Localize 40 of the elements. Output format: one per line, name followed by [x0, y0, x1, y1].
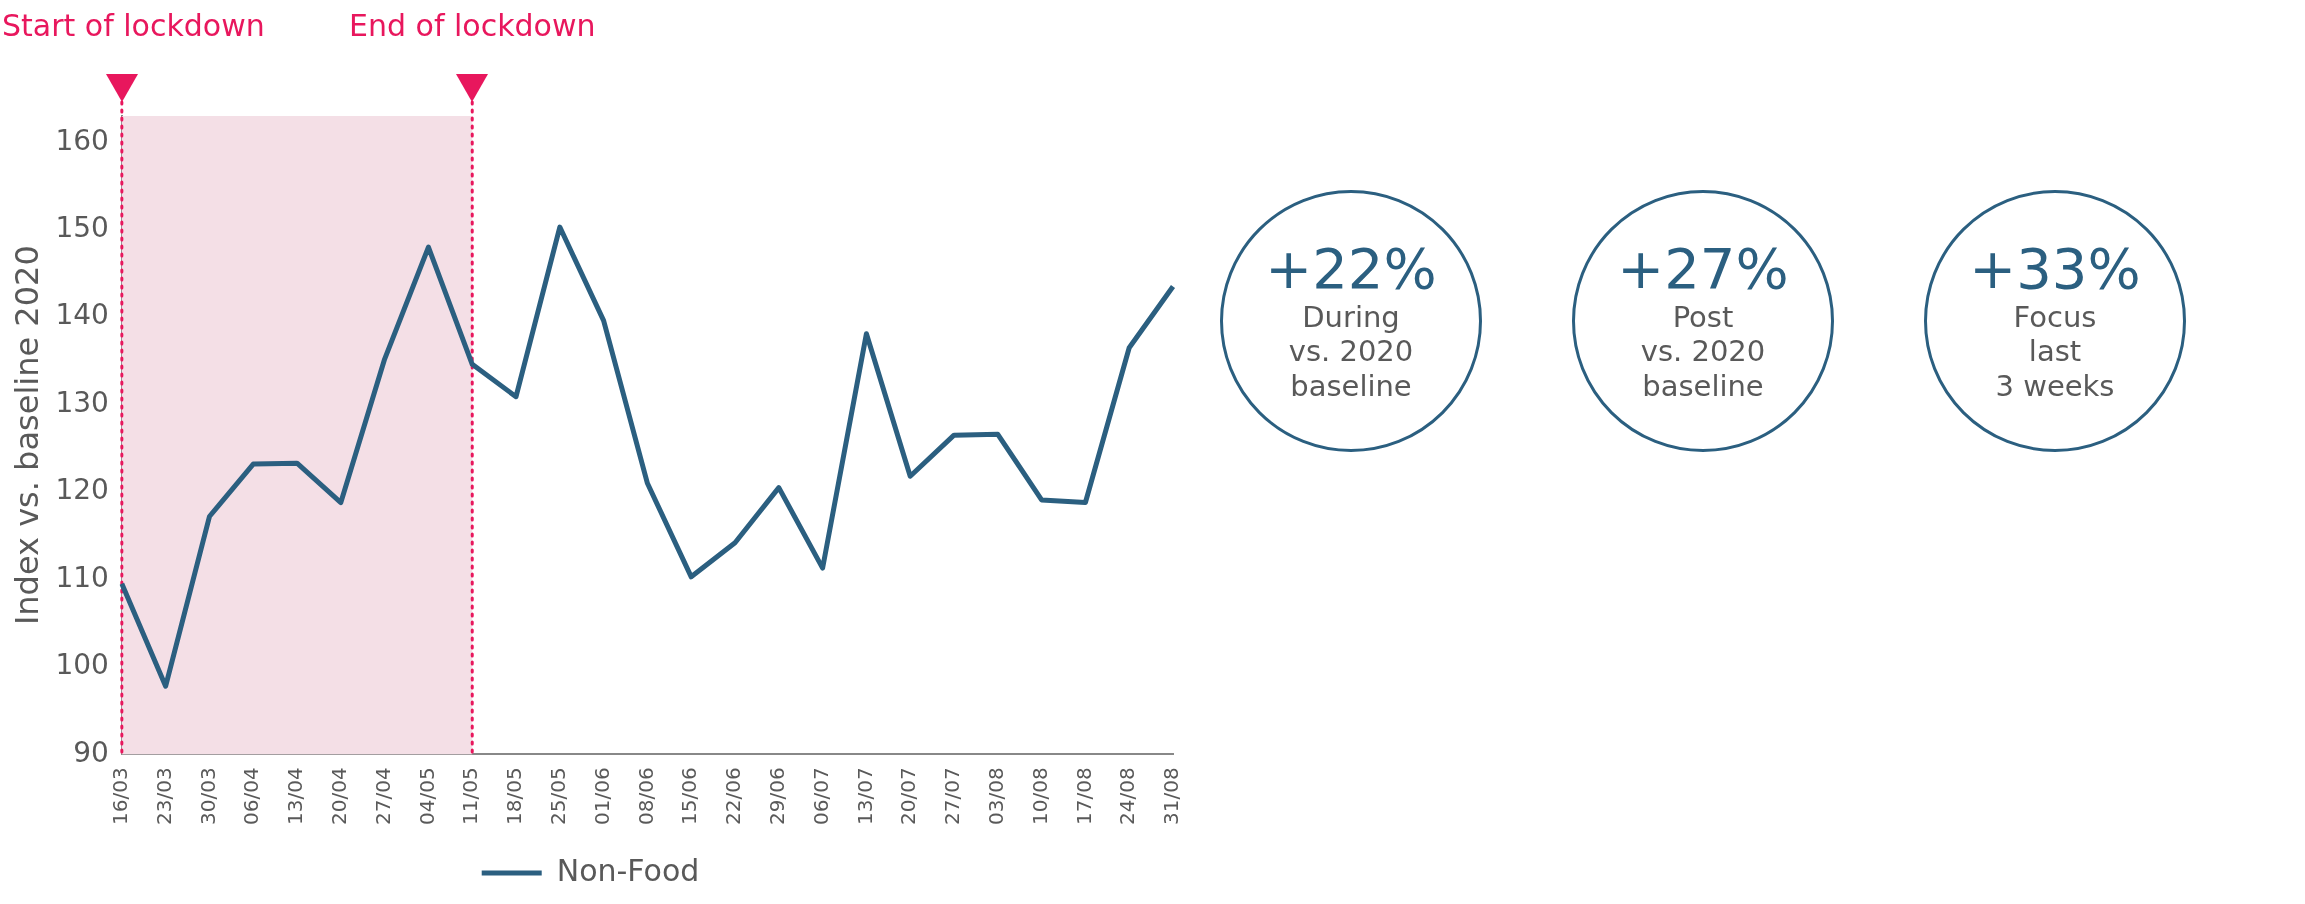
y-tick-label: 100 [55, 648, 109, 682]
x-tick-label: 16/03 [108, 767, 133, 825]
ref-line-label: Start of lockdown [2, 8, 265, 43]
x-tick-label: 27/07 [940, 767, 965, 825]
x-tick-label: 01/06 [589, 767, 614, 825]
x-tick-label: 25/05 [546, 767, 571, 825]
y-tick-label: 120 [55, 473, 109, 507]
y-tick-label: 130 [55, 385, 109, 419]
x-tick-label: 15/06 [677, 767, 702, 825]
x-tick-label: 30/03 [195, 767, 220, 825]
x-tick-label: 23/03 [151, 767, 176, 825]
y-tick-label: 150 [55, 210, 109, 244]
x-tick-label: 13/07 [852, 767, 877, 825]
x-tick-label: 03/08 [984, 767, 1009, 825]
y-axis-title: Index vs. baseline 2020 [7, 245, 46, 626]
circle-frame: +22% During vs. 2020 baseline [1220, 190, 1482, 452]
circle-frame: +27% Post vs. 2020 baseline [1572, 190, 1834, 452]
x-tick-label: 10/08 [1027, 767, 1052, 825]
x-tick-label: 20/07 [896, 767, 921, 825]
circle-frame: +33% Focus last 3 weeks [1924, 190, 2186, 452]
x-tick-label: 22/06 [721, 767, 746, 825]
x-tick-label: 20/04 [327, 767, 352, 825]
y-tick-label: 160 [55, 123, 109, 157]
x-tick-label: 17/08 [1071, 767, 1096, 825]
x-tick-label: 13/04 [283, 767, 308, 825]
ref-line-label: End of lockdown [348, 8, 596, 43]
y-tick-label: 110 [55, 560, 109, 594]
x-tick-label: 11/05 [458, 767, 483, 825]
x-tick-label: 06/07 [808, 767, 833, 825]
y-tick-label: 140 [55, 298, 109, 332]
x-tick-label: 08/06 [633, 767, 658, 825]
x-tick-label: 24/08 [1115, 767, 1140, 825]
x-tick-label: 06/04 [239, 767, 264, 825]
y-tick-label: 90 [73, 735, 109, 769]
x-tick-label: 29/06 [765, 767, 790, 825]
x-tick-label: 31/08 [1159, 767, 1184, 825]
x-tick-label: 04/05 [414, 767, 439, 825]
x-tick-label: 18/05 [502, 767, 527, 825]
legend-label: Non-Food [556, 852, 700, 888]
x-tick-label: 27/04 [370, 767, 395, 825]
